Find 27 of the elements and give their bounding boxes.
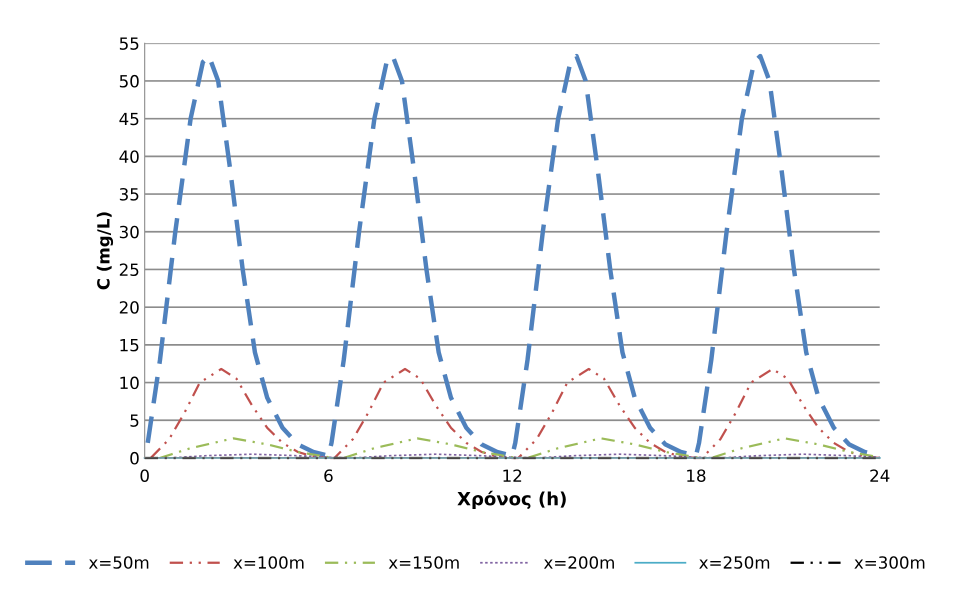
y-tick-label: 10 <box>120 376 139 390</box>
legend-label: x=300m <box>854 556 924 569</box>
y-tick-label: 45 <box>119 112 138 126</box>
y-tick-label: 30 <box>120 226 139 238</box>
y-tick-label: 40 <box>119 150 139 163</box>
legend-label: x=50m <box>88 556 148 569</box>
y-tick-label: 20 <box>120 301 139 314</box>
legend-label: x=250m <box>699 556 770 569</box>
x-tick-label: 18 <box>687 469 706 482</box>
x-tick-label: 6 <box>324 469 333 482</box>
x-tick-label: 12 <box>503 469 522 482</box>
line-series <box>158 437 881 460</box>
y-tick-label: 25 <box>120 263 138 276</box>
legend-label: x=100m <box>234 556 304 569</box>
x-tick-label: 24 <box>870 469 890 482</box>
y-axis-title: C (mg/L) <box>96 212 114 290</box>
y-tick-label: 5 <box>130 414 138 427</box>
x-tick-label: 0 <box>140 469 149 482</box>
y-tick-label: 0 <box>130 452 139 465</box>
y-tick-label: 35 <box>120 188 138 201</box>
legend-label: x=200m <box>544 556 614 569</box>
y-tick-label: 15 <box>120 339 138 352</box>
y-tick-label: 50 <box>120 74 139 88</box>
legend-label: x=150m <box>388 556 459 569</box>
x-axis-title: Χρόνος (h) <box>457 490 566 509</box>
line-series <box>150 368 881 460</box>
y-tick-label: 55 <box>120 37 138 50</box>
